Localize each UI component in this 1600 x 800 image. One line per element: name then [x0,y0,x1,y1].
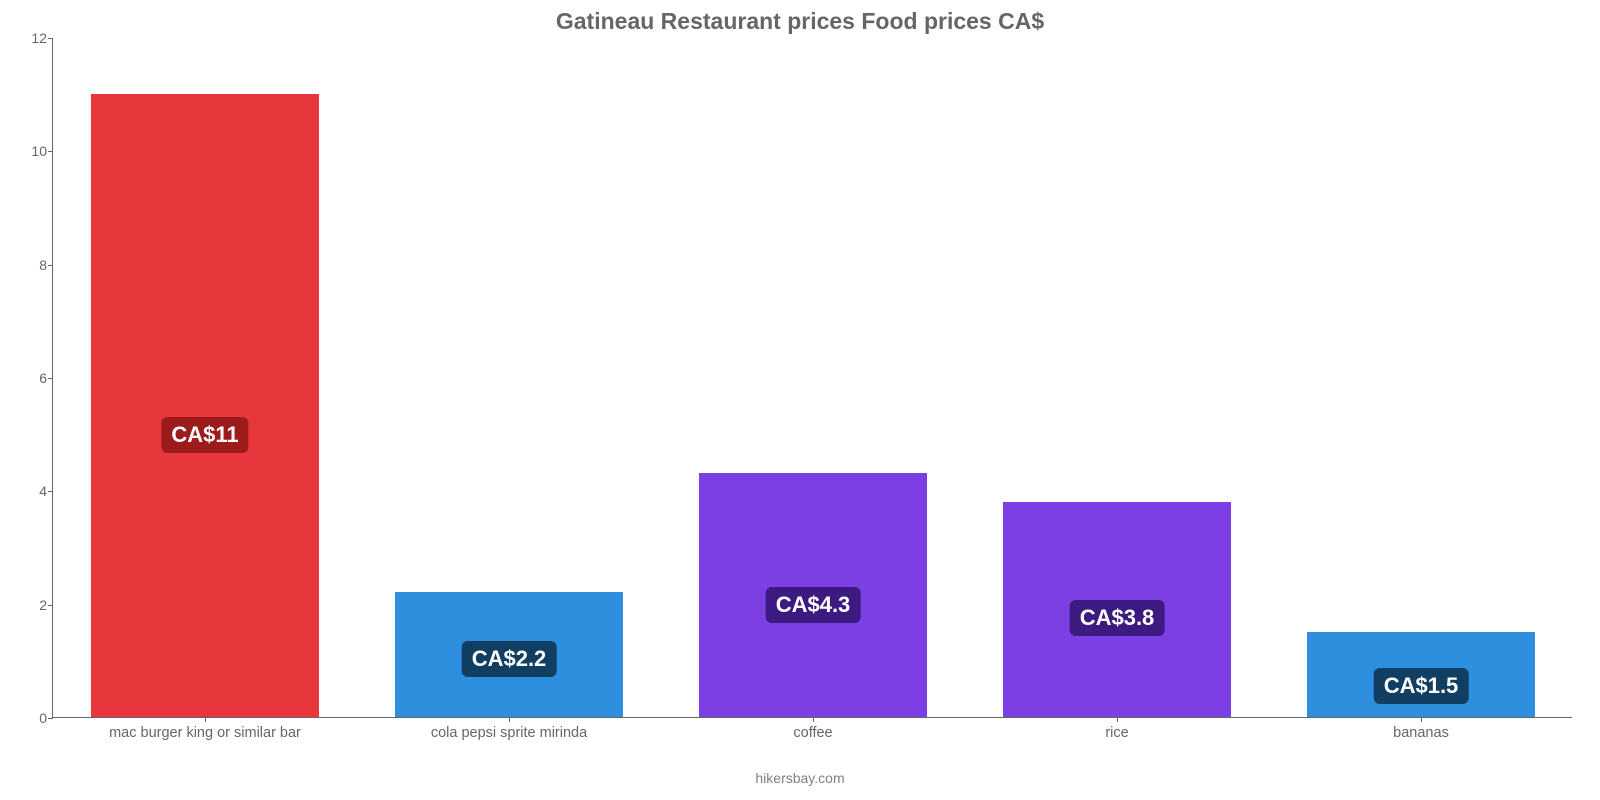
x-tick-mark [205,717,206,722]
bar-value-badge: CA$11 [161,417,248,453]
bar-value-badge: CA$2.2 [462,641,557,677]
y-tick-label: 6 [19,370,47,386]
price-chart: Gatineau Restaurant prices Food prices C… [0,0,1600,800]
x-tick-mark [813,717,814,722]
y-tick-label: 10 [19,143,47,159]
y-tick-mark [48,38,53,39]
y-tick-mark [48,151,53,152]
x-category-label: bananas [1393,725,1449,741]
x-tick-mark [1421,717,1422,722]
y-tick-mark [48,378,53,379]
bar: CA$11 [91,94,319,717]
bar: CA$1.5 [1307,632,1535,717]
x-category-label: cola pepsi sprite mirinda [431,725,587,741]
chart-title: Gatineau Restaurant prices Food prices C… [0,8,1600,35]
x-category-label: rice [1105,725,1128,741]
plot-area: 024681012CA$11mac burger king or similar… [52,38,1572,718]
x-tick-mark [509,717,510,722]
bar: CA$2.2 [395,592,623,717]
bar-value-badge: CA$3.8 [1070,600,1165,636]
x-category-label: mac burger king or similar bar [109,725,301,741]
y-tick-mark [48,491,53,492]
attribution-text: hikersbay.com [0,770,1600,786]
y-tick-mark [48,265,53,266]
bar-value-badge: CA$1.5 [1374,668,1469,704]
x-category-label: coffee [793,725,832,741]
y-tick-label: 12 [19,30,47,46]
x-tick-mark [1117,717,1118,722]
bar: CA$4.3 [699,473,927,717]
y-tick-mark [48,718,53,719]
y-tick-label: 0 [19,710,47,726]
y-tick-label: 2 [19,597,47,613]
bar-value-badge: CA$4.3 [766,587,861,623]
y-tick-label: 4 [19,483,47,499]
y-tick-label: 8 [19,257,47,273]
y-tick-mark [48,605,53,606]
bar: CA$3.8 [1003,502,1231,717]
